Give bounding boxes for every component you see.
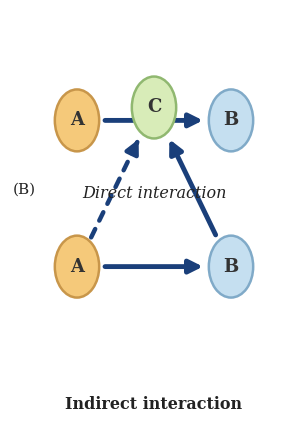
Circle shape <box>209 89 253 151</box>
Text: B: B <box>223 111 239 129</box>
Circle shape <box>209 236 253 298</box>
Text: (B): (B) <box>12 182 35 196</box>
Circle shape <box>55 236 99 298</box>
Text: Indirect interaction: Indirect interaction <box>65 396 243 413</box>
Circle shape <box>132 77 176 138</box>
Text: A: A <box>70 111 84 129</box>
Text: A: A <box>70 258 84 276</box>
Text: C: C <box>147 98 161 117</box>
Circle shape <box>55 89 99 151</box>
Text: B: B <box>223 258 239 276</box>
Text: Direct interaction: Direct interaction <box>82 185 226 202</box>
